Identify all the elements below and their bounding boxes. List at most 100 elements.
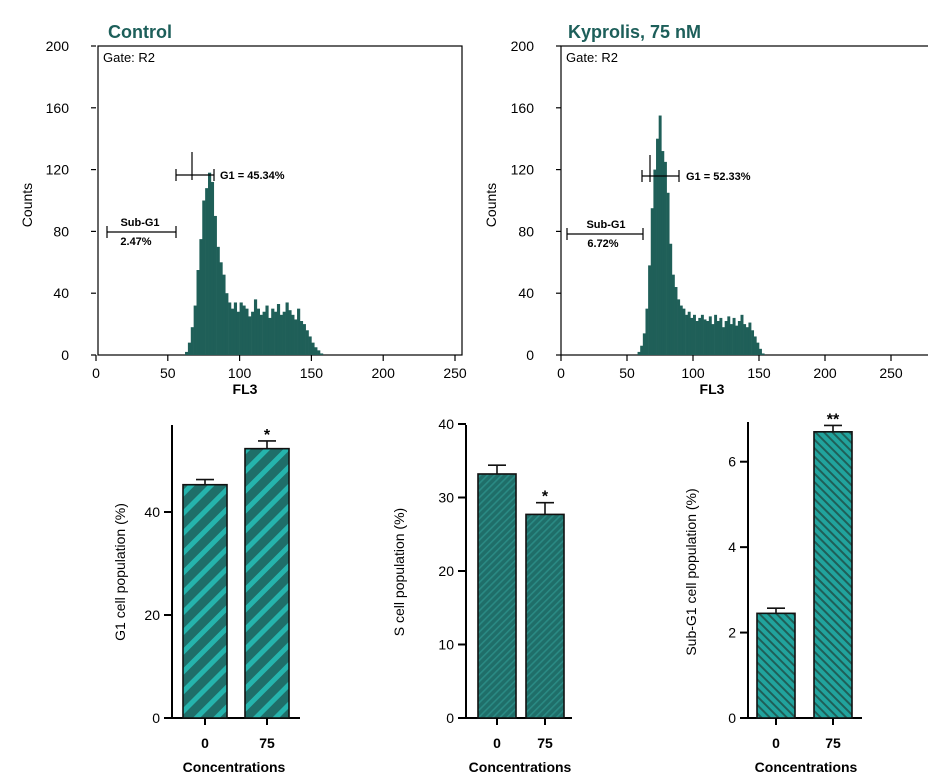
histogram-bin <box>282 311 286 355</box>
plot-frame <box>560 45 928 356</box>
histogram-bin <box>228 302 232 355</box>
y-tick-label: 6 <box>728 454 736 470</box>
histogram-bin <box>208 172 212 355</box>
y-ticks: 0 20 40 <box>144 504 172 726</box>
y-tick-label: 0 <box>61 347 69 363</box>
x-tick-label: 250 <box>879 365 903 381</box>
histogram-bin <box>285 302 289 355</box>
histogram-bin <box>743 324 747 355</box>
histogram-bin <box>317 350 321 355</box>
histogram-bin <box>732 317 736 355</box>
histogram-bin <box>663 161 667 356</box>
x-tick-label: 75 <box>825 735 841 751</box>
histogram-title: Control <box>108 22 172 42</box>
histogram-bin <box>222 274 226 355</box>
x-tick-label: 0 <box>772 735 780 751</box>
histogram-bin <box>698 317 702 355</box>
histogram-bin <box>751 330 755 355</box>
histogram-bin <box>216 246 220 355</box>
y-axis-label: Counts <box>19 183 35 227</box>
x-tick-label: 200 <box>372 365 396 381</box>
bar <box>477 473 517 719</box>
histogram-bin <box>637 351 641 355</box>
x-tick-label: 150 <box>747 365 771 381</box>
x-tick-label: 250 <box>443 365 467 381</box>
histogram-bars <box>185 172 324 356</box>
g1-gate-marker <box>641 155 680 182</box>
x-tick-label: 100 <box>681 365 705 381</box>
bar <box>244 447 290 719</box>
g1-annotation: G1 = 45.34% <box>220 170 285 182</box>
histogram-bin <box>724 321 728 355</box>
g1-gate-marker <box>175 152 215 181</box>
significance-marker: ** <box>827 411 840 428</box>
x-axis-label: Concentrations <box>183 759 286 775</box>
histogram-bin <box>719 317 723 355</box>
y-tick-label: 10 <box>438 637 454 653</box>
x-axis-label: FL3 <box>700 381 725 397</box>
histogram-bin <box>185 351 189 355</box>
bar-chart-g1: 0 20 40 * 0 75 Concentrations G1 cell popul… <box>112 425 300 775</box>
subg1-gate-marker <box>106 226 177 238</box>
y-axis-label: Sub-G1 cell population (%) <box>683 488 699 655</box>
histogram-bin <box>213 215 217 355</box>
y-axis-label: S cell population (%) <box>391 508 407 636</box>
y-tick-label: 80 <box>53 223 69 239</box>
histogram-bin <box>259 314 263 355</box>
histogram-bin <box>274 311 278 355</box>
y-tick-label: 160 <box>46 100 70 116</box>
y-tick-labels: 0 40 80 120 160 200 <box>511 38 561 363</box>
subg1-annotation-value: 2.47% <box>120 236 151 248</box>
bar <box>756 612 796 719</box>
histogram-bin <box>268 317 272 355</box>
x-axis-label: Concentrations <box>755 759 858 775</box>
histogram-bin <box>748 322 752 355</box>
histogram-bin <box>661 151 665 355</box>
histogram-bin <box>727 316 731 356</box>
histogram-bin <box>288 310 292 355</box>
histogram-bars <box>637 115 765 356</box>
y-tick-label: 20 <box>144 607 160 623</box>
y-tick-label: 200 <box>511 38 535 54</box>
histogram-bin <box>642 333 646 355</box>
bar-chart-s: 0 10 20 30 40 * 0 75 Concentrations S cell po… <box>391 416 572 775</box>
y-tick-label: 40 <box>144 504 160 520</box>
subg1-annotation-name: Sub-G1 <box>586 219 625 231</box>
y-tick-label: 40 <box>518 285 534 301</box>
histogram-bin <box>265 305 269 355</box>
histogram-bin <box>745 327 749 355</box>
histogram-bin <box>761 353 765 355</box>
histogram-bin <box>703 319 707 355</box>
histogram-bin <box>711 324 715 355</box>
histogram-bin <box>708 316 712 356</box>
histogram-bin <box>308 336 312 355</box>
histogram-bin <box>756 342 760 355</box>
histogram-bin <box>320 353 324 355</box>
x-tick-label: 150 <box>300 365 324 381</box>
histogram-bin <box>759 348 762 355</box>
y-tick-label: 4 <box>728 539 736 555</box>
y-tick-label: 20 <box>438 563 454 579</box>
y-tick-label: 40 <box>438 416 454 432</box>
histogram-bin <box>690 317 694 355</box>
histogram-bin <box>682 308 686 355</box>
histogram-bin <box>251 311 255 355</box>
histogram-bin <box>314 347 318 355</box>
histogram-bin <box>236 311 240 355</box>
histogram-bin <box>279 314 283 355</box>
histogram-bin <box>716 321 720 355</box>
x-axis-label: Concentrations <box>469 759 572 775</box>
histogram-bin <box>199 239 203 356</box>
histogram-bin <box>291 314 295 355</box>
histogram-bin <box>674 287 678 355</box>
histogram-bin <box>685 314 689 355</box>
y-tick-label: 40 <box>53 285 69 301</box>
histogram-bin <box>735 325 739 355</box>
x-tick-label: 50 <box>160 365 176 381</box>
y-tick-label: 0 <box>152 710 160 726</box>
histogram-kyprolis: Kyprolis, 75 nM Gate: R2 04080120160200 … <box>483 22 928 397</box>
gate-label: Gate: R2 <box>103 50 155 65</box>
subg1-annotation-name: Sub-G1 <box>120 217 159 229</box>
histogram-bin <box>653 169 657 355</box>
